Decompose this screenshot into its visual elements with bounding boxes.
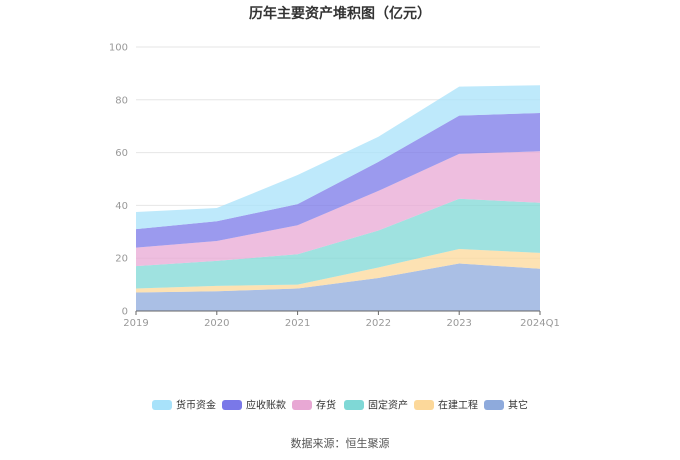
x-tick-label: 2019	[123, 318, 148, 329]
x-tick-label: 2024Q1	[520, 318, 560, 329]
legend-swatch	[222, 400, 242, 410]
axes: 0 20 40 60 80 100 2019 2020 2021 2022 2023 2024Q1	[109, 43, 560, 330]
legend-swatch	[152, 400, 172, 410]
legend-item[interactable]: 固定资产	[344, 399, 408, 412]
legend-label: 应收账款	[246, 399, 286, 412]
y-tick-label: 80	[115, 95, 128, 106]
area-series-2[interactable]	[136, 198, 540, 289]
legend[interactable]: 货币资金 应收账款 存货 固定资产 在建工程 其它	[152, 399, 528, 412]
legend-swatch	[344, 400, 364, 410]
area-series-4[interactable]	[136, 113, 540, 248]
x-tick-label: 2023	[446, 318, 471, 329]
y-tick-label: 0	[122, 307, 128, 318]
legend-label: 固定资产	[368, 399, 408, 412]
area-series-5[interactable]	[136, 85, 540, 230]
y-tick-label: 20	[115, 254, 128, 265]
legend-swatch	[292, 400, 312, 410]
y-tick-label: 100	[109, 43, 128, 54]
x-tick-label: 2020	[204, 318, 229, 329]
legend-swatch	[484, 400, 504, 410]
area-series-3[interactable]	[136, 151, 540, 267]
legend-item[interactable]: 应收账款	[222, 399, 286, 412]
y-tick-label: 60	[115, 148, 128, 159]
area-series-0[interactable]	[136, 263, 540, 311]
y-tick-label: 40	[115, 201, 128, 212]
legend-label: 货币资金	[176, 399, 216, 412]
plot-area	[136, 85, 540, 311]
legend-swatch	[414, 400, 434, 410]
legend-label: 在建工程	[438, 399, 478, 412]
x-tick-label: 2022	[366, 318, 391, 329]
area-series-1[interactable]	[136, 248, 540, 293]
legend-item[interactable]: 货币资金	[152, 399, 216, 412]
legend-label: 其它	[508, 399, 528, 412]
legend-item[interactable]: 在建工程	[414, 399, 478, 412]
data-source: 数据来源：恒生聚源	[291, 436, 390, 450]
x-tick-label: 2021	[285, 318, 310, 329]
legend-label: 存货	[316, 399, 336, 412]
chart-title: 历年主要资产堆积图（亿元）	[249, 5, 431, 22]
legend-item[interactable]: 存货	[292, 399, 336, 412]
legend-item[interactable]: 其它	[484, 399, 528, 412]
